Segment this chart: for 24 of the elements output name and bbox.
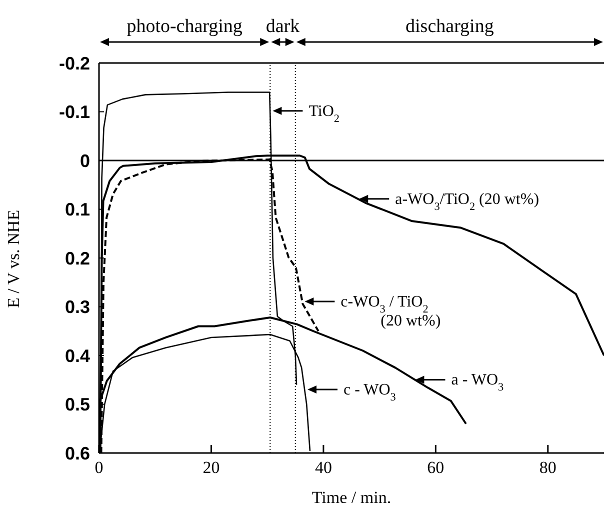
x-tick-label: 20 bbox=[202, 458, 220, 478]
text: dark bbox=[266, 16, 300, 37]
annotation: a - WO$_{3}$ bbox=[451, 372, 504, 394]
x-tick-label: 60 bbox=[427, 458, 444, 478]
text: discharging bbox=[406, 16, 494, 37]
x-tick-label: 40 bbox=[314, 458, 332, 478]
y-tick-label: 0.5 bbox=[64, 394, 90, 415]
y-tick-label: 0.3 bbox=[64, 297, 90, 318]
annotation: c - WO$_{3}$ bbox=[343, 381, 396, 404]
annotation: TiO$_{2}$ bbox=[308, 102, 340, 125]
y-tick-label: -0.1 bbox=[58, 102, 90, 122]
text: photo-charging bbox=[126, 16, 243, 37]
x-axis-title: Time / min. bbox=[312, 488, 392, 507]
y-tick-label: 0.2 bbox=[64, 248, 90, 268]
annotation: c-WO$_{3}$ / TiO$_{2}$ (20 wt%) bbox=[340, 293, 441, 330]
y-tick-label: 0.4 bbox=[64, 346, 90, 366]
annotation: a-WO$_{3}$/TiO$_{2}$ (20 wt%) bbox=[395, 190, 540, 213]
y-tick-label: 0.6 bbox=[64, 443, 90, 464]
y-axis-title: E / V vs. NHE bbox=[4, 210, 24, 308]
x-tick-label: 80 bbox=[539, 458, 556, 478]
y-tick-label: 0.1 bbox=[64, 200, 90, 220]
y-tick-label: -0.2 bbox=[58, 53, 90, 74]
x-tick-label: 0 bbox=[94, 458, 104, 478]
y-tick-label: 0 bbox=[80, 150, 90, 171]
